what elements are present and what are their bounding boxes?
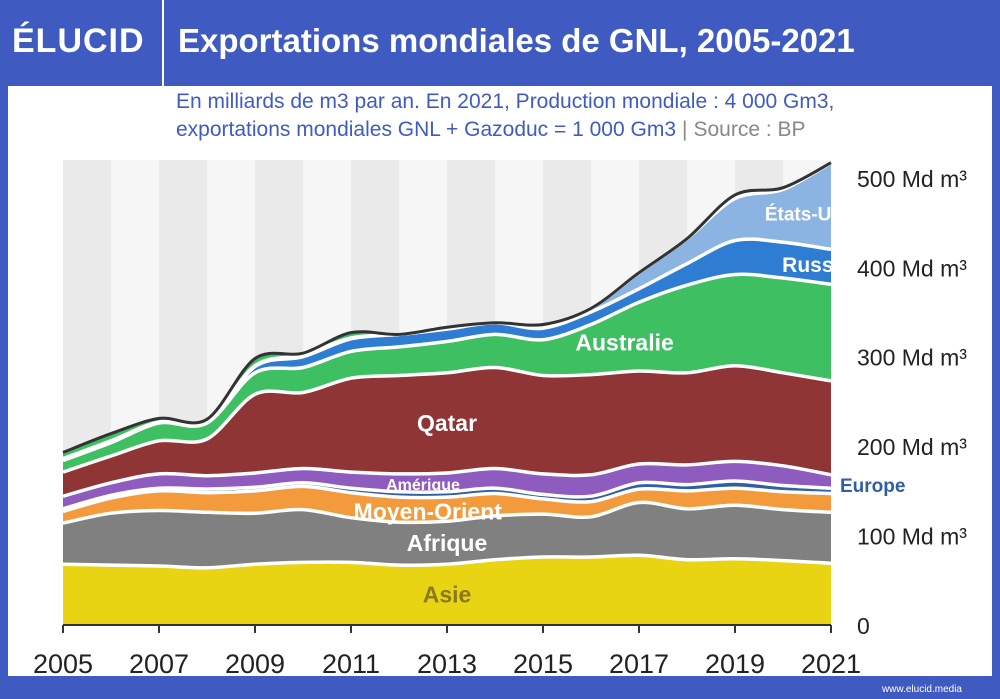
area-asie — [63, 555, 831, 625]
boundary-moyen-orient — [62, 484, 832, 514]
x-tick-label-2005: 2005 — [33, 649, 93, 679]
area-russie — [63, 239, 831, 461]
boundary-asie — [62, 553, 832, 570]
y-tick-label-300: 300 Md m³ — [857, 345, 967, 371]
chart-subtitle: En milliards de m3 par an. En 2021, Prod… — [176, 88, 834, 144]
area-moyen-orient — [63, 486, 831, 524]
x-tick-label-2009: 2009 — [225, 649, 285, 679]
label-etats-unis: États-Unis — [765, 204, 859, 226]
total-line — [62, 161, 832, 454]
label-afrique: Afrique — [407, 530, 488, 556]
y-tick-label-400: 400 Md m³ — [857, 255, 967, 281]
header-bar: ÉLUCID Exportations mondiales de GNL, 20… — [0, 0, 1000, 86]
area-afrique — [63, 502, 831, 568]
boundary-qatar — [62, 363, 832, 474]
boundary-afrique — [62, 500, 832, 525]
boundary-europe — [62, 479, 832, 511]
footer-site[interactable]: www.elucid.media — [881, 684, 962, 695]
label-asie: Asie — [423, 582, 472, 608]
y-tick-label-0: 0 — [857, 613, 870, 639]
x-tick-label-2021: 2021 — [801, 649, 861, 679]
subtitle-separator: | — [682, 118, 688, 141]
area-australie — [63, 274, 831, 473]
x-tick-label-2011: 2011 — [322, 649, 380, 679]
x-tick-label-2007: 2007 — [129, 649, 189, 679]
y-tick-label-100: 100 Md m³ — [857, 524, 967, 550]
label-amerique: Amérique — [386, 477, 460, 494]
x-tick-label-2019: 2019 — [705, 649, 765, 679]
label-australie: Australie — [575, 330, 673, 356]
label-russie: Russie — [782, 254, 851, 277]
x-tick-label-2017: 2017 — [609, 649, 669, 679]
label-moyen-orient: Moyen-Orient — [354, 498, 503, 524]
x-tick-label-2015: 2015 — [513, 649, 573, 679]
source-label: Source : BP — [693, 118, 806, 141]
header-divider — [162, 0, 164, 86]
label-europe: Europe — [840, 476, 905, 497]
x-tick-label-2013: 2013 — [417, 649, 477, 679]
boundary-amerique — [62, 459, 832, 498]
elucid-logo[interactable]: ÉLUCID — [12, 22, 145, 60]
y-tick-label-500: 500 Md m³ — [857, 166, 967, 192]
subtitle-line-2: exportations mondiales GNL + Gazoduc = 1… — [176, 116, 834, 144]
subtitle-line-2-text: exportations mondiales GNL + Gazoduc = 1… — [176, 118, 677, 141]
y-tick-label-200: 200 Md m³ — [857, 434, 967, 460]
chart-title: Exportations mondiales de GNL, 2005-2021 — [178, 22, 855, 59]
subtitle-line-1: En milliards de m3 par an. En 2021, Prod… — [176, 90, 835, 113]
label-qatar: Qatar — [417, 410, 477, 436]
